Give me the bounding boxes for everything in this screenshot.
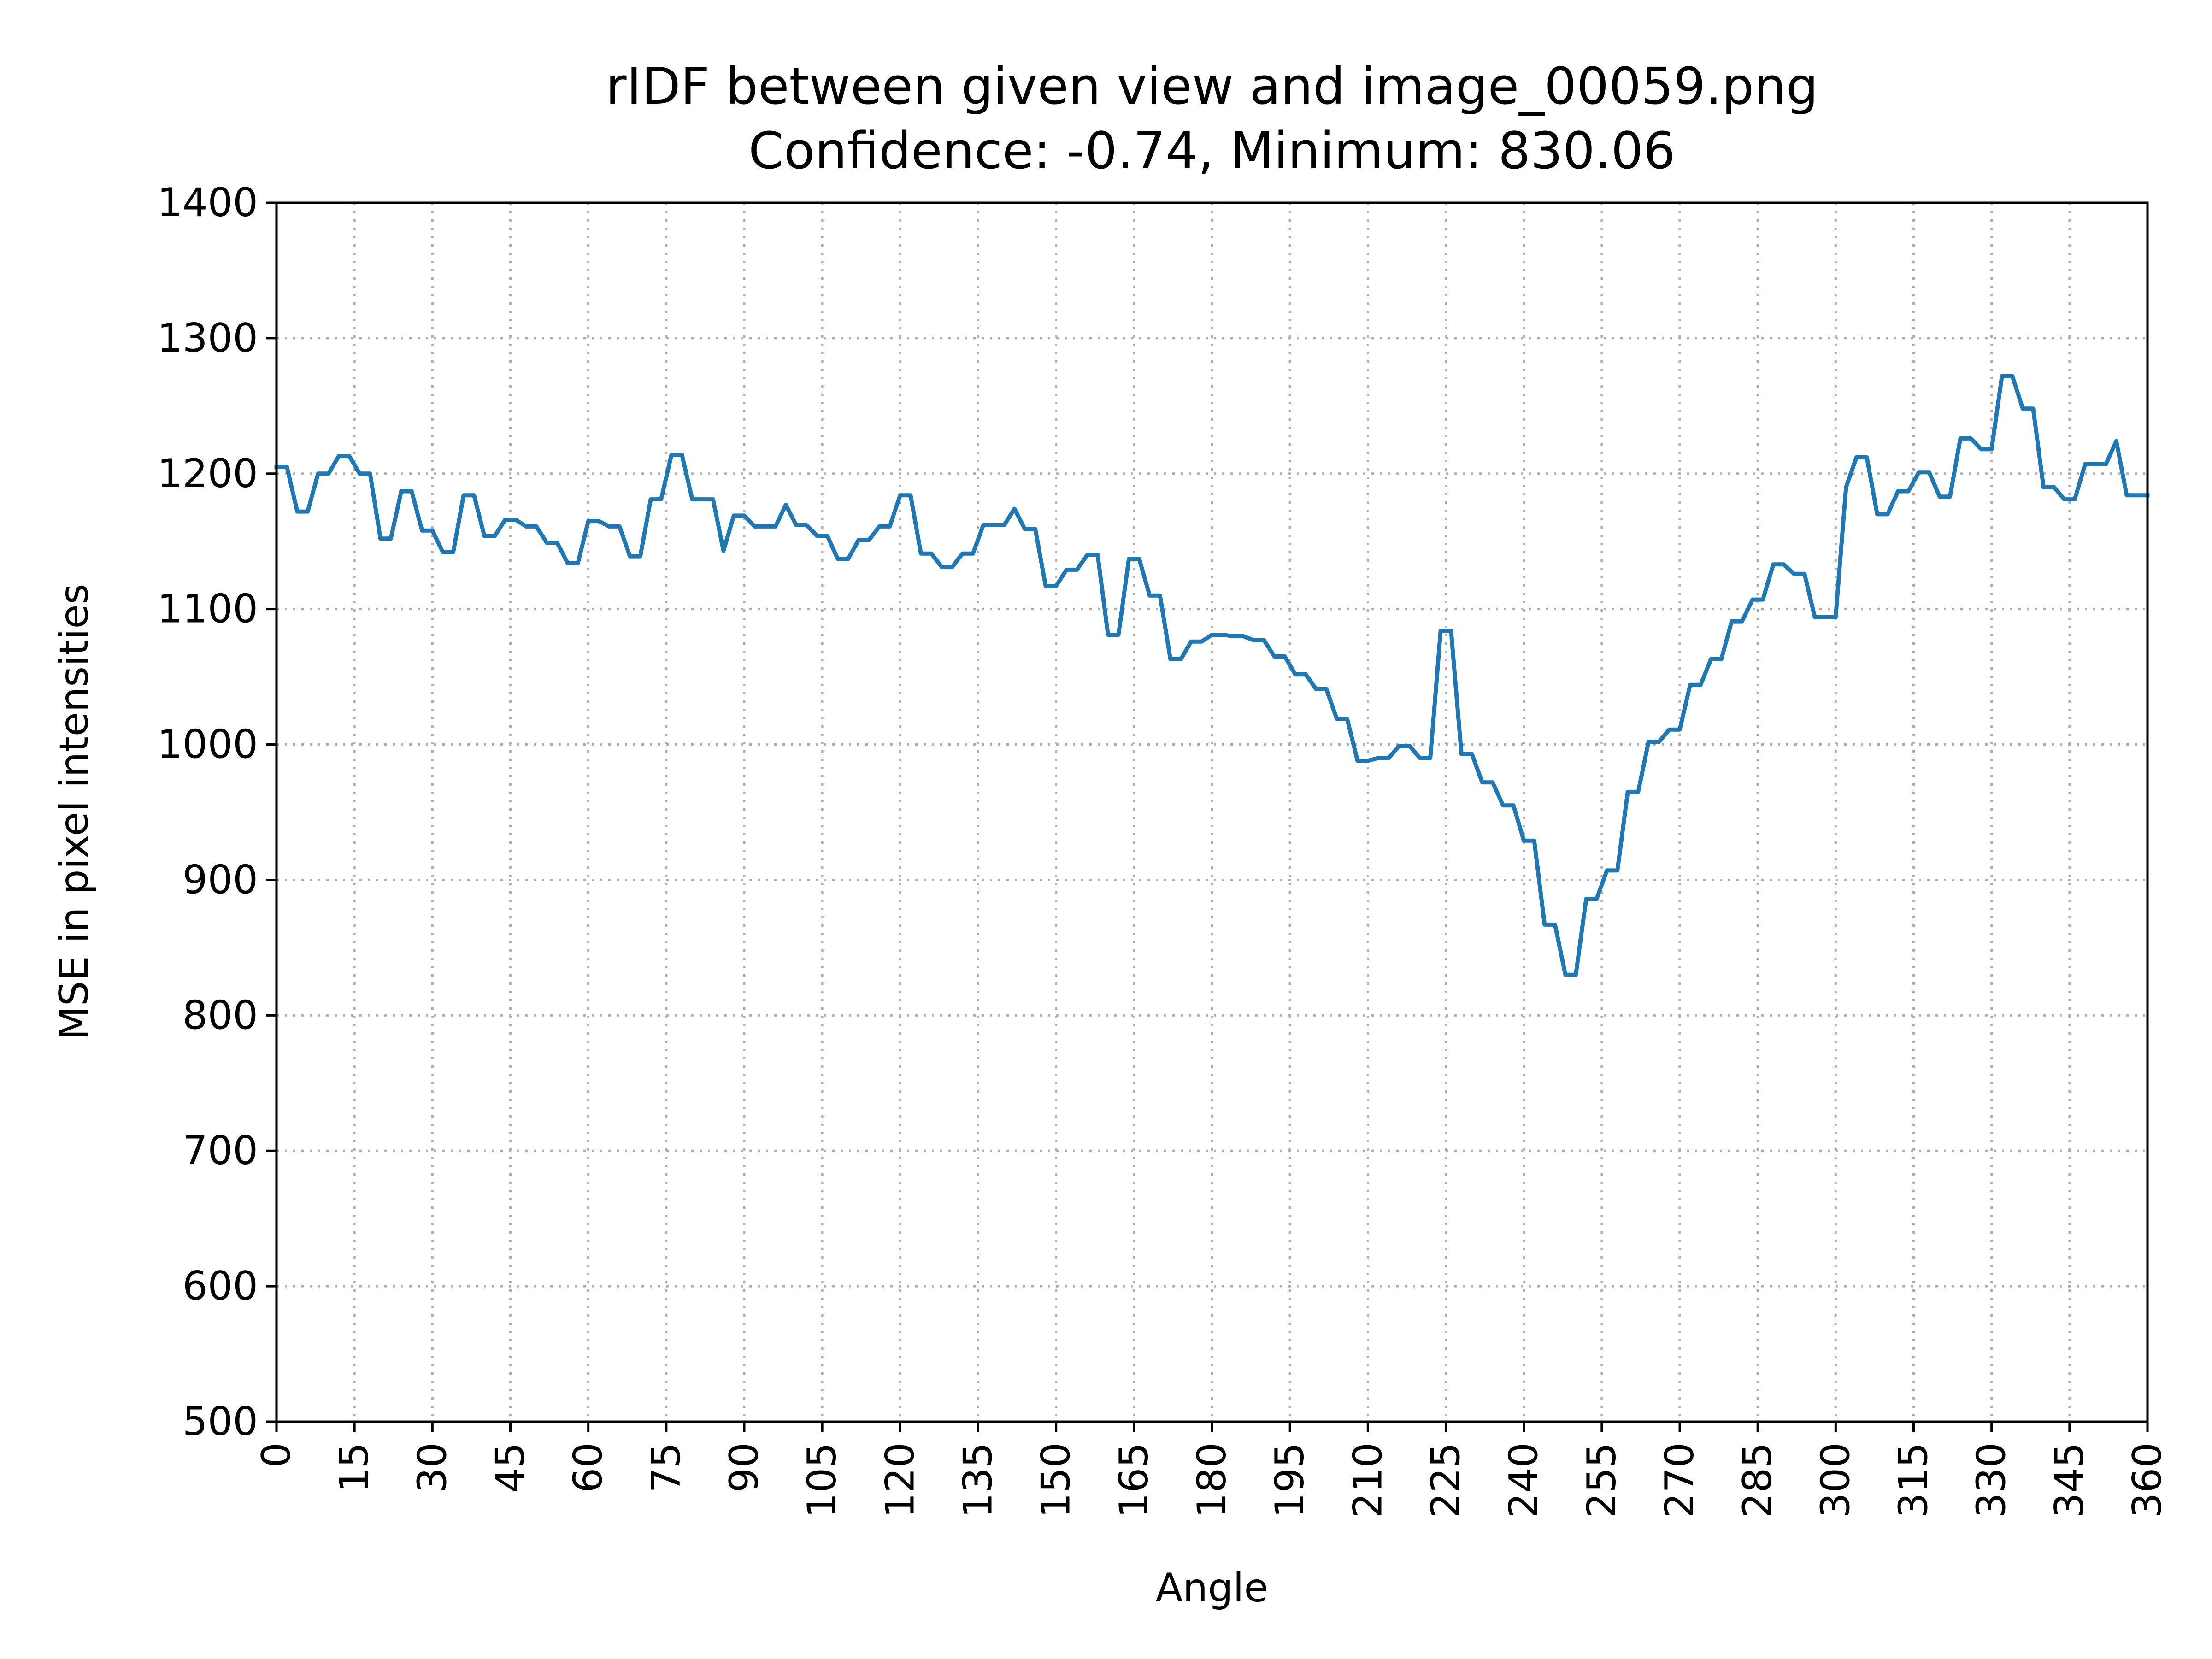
x-tick-label: 195 [1267,1442,1313,1518]
x-tick-label: 75 [643,1442,689,1493]
x-tick-label: 255 [1579,1442,1625,1518]
x-tick-label: 105 [799,1442,845,1518]
x-tick-label: 360 [2124,1442,2171,1518]
y-tick-label: 900 [182,857,258,903]
y-tick-label: 600 [182,1263,258,1309]
x-tick-label: 315 [1891,1442,1937,1518]
chart-title: rIDF between given view and image_00059.… [606,57,1818,116]
y-axis-label: MSE in pixel intensities [51,584,97,1041]
x-tick-label: 345 [2047,1442,2093,1518]
x-tick-label: 270 [1657,1442,1703,1518]
x-tick-label: 330 [1969,1442,2015,1518]
series-line [274,374,2150,977]
x-tick-label: 150 [1033,1442,1079,1518]
x-axis-label: Angle [1156,1565,1269,1611]
y-tick-label: 1100 [157,586,258,632]
x-tick-label: 240 [1501,1442,1547,1518]
x-tick-label: 210 [1345,1442,1391,1518]
x-tick-label: 30 [409,1442,455,1493]
y-tick-label: 1200 [157,451,258,497]
y-tick-label: 1400 [157,180,258,226]
x-tick-label: 135 [955,1442,1001,1518]
x-tick-label: 60 [565,1442,612,1493]
x-tick-label: 300 [1812,1442,1859,1518]
chart-subtitle: Confidence: -0.74, Minimum: 830.06 [748,121,1676,180]
y-tick-label: 800 [182,992,258,1038]
x-tick-label: 90 [721,1442,767,1493]
x-tick-label: 120 [877,1442,923,1518]
x-tick-label: 0 [253,1442,300,1468]
x-axis-ticks: 0 15 30 45 60 75 90 105 120 135 150 165 180 195 210 225… [253,1422,2171,1518]
y-tick-label: 1300 [157,315,258,361]
x-tick-label: 285 [1735,1442,1781,1518]
x-tick-label: 15 [331,1442,377,1493]
y-tick-label: 700 [182,1128,258,1174]
x-tick-label: 180 [1189,1442,1235,1518]
y-tick-label: 1000 [157,722,258,768]
x-tick-label: 45 [488,1442,534,1493]
x-tick-label: 225 [1423,1442,1469,1518]
x-tick-label: 165 [1111,1442,1157,1518]
y-axis-ticks: 500 600 700 800 900 1000 1100 1200 1300 1400 [157,180,276,1445]
series-layer [274,374,2150,977]
y-tick-label: 500 [182,1399,258,1445]
